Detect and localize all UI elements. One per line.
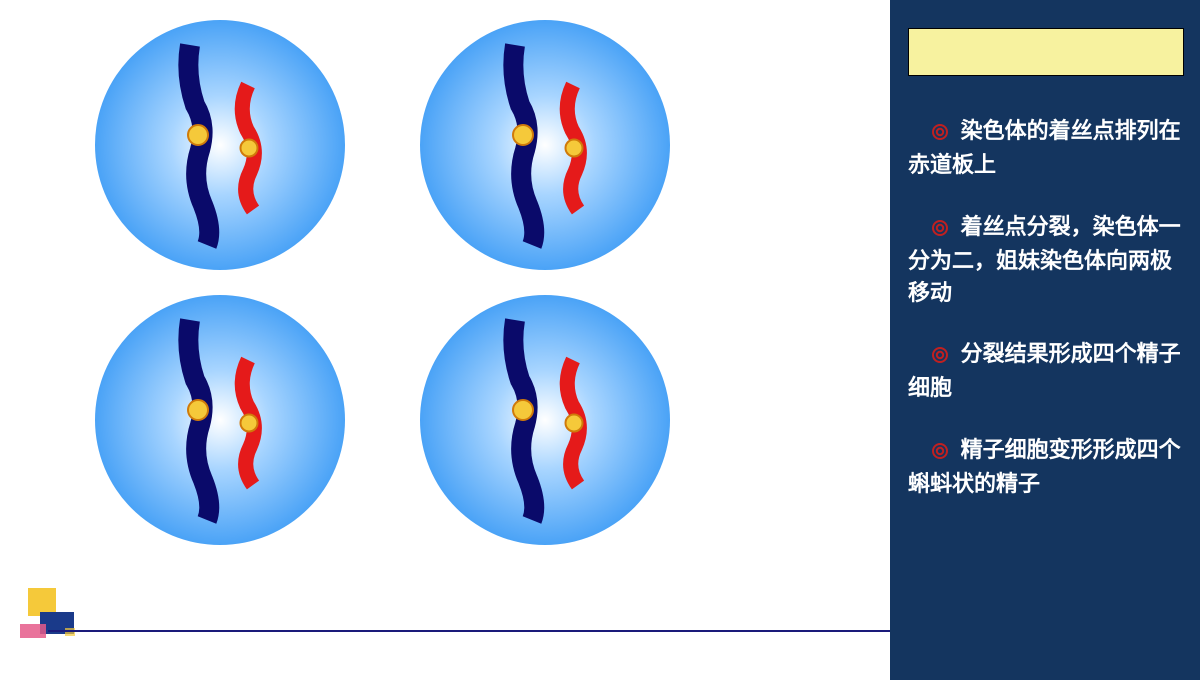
cell xyxy=(420,20,670,270)
cell xyxy=(95,295,345,545)
cell xyxy=(95,20,345,270)
bullet-item: 染色体的着丝点排列在赤道板上 xyxy=(908,115,1184,181)
bullet-list: 染色体的着丝点排列在赤道板上 着丝点分裂，染色体一分为二，姐妹染色体向两极移动 … xyxy=(908,115,1184,530)
corner-decoration xyxy=(10,580,110,660)
cell xyxy=(420,295,670,545)
bullet-marker-icon xyxy=(908,117,948,149)
bullet-marker-icon xyxy=(908,213,948,245)
bullet-text: 分裂结果形成四个精子细胞 xyxy=(908,341,1181,400)
bullet-text: 精子细胞变形形成四个蝌蚪状的精子 xyxy=(908,437,1181,496)
bullet-marker-icon xyxy=(908,340,948,372)
bullet-text: 染色体的着丝点排列在赤道板上 xyxy=(908,118,1181,177)
bullet-item: 精子细胞变形形成四个蝌蚪状的精子 xyxy=(908,434,1184,500)
title-box xyxy=(908,28,1184,76)
bullet-item: 分裂结果形成四个精子细胞 xyxy=(908,338,1184,404)
bullet-marker-icon xyxy=(908,436,948,468)
divider-line xyxy=(48,630,890,632)
bullet-item: 着丝点分裂，染色体一分为二，姐妹染色体向两极移动 xyxy=(908,211,1184,309)
bullet-text: 着丝点分裂，染色体一分为二，姐妹染色体向两极移动 xyxy=(908,214,1181,305)
main-diagram-area xyxy=(0,0,890,680)
sidebar-panel: 染色体的着丝点排列在赤道板上 着丝点分裂，染色体一分为二，姐妹染色体向两极移动 … xyxy=(890,0,1200,680)
